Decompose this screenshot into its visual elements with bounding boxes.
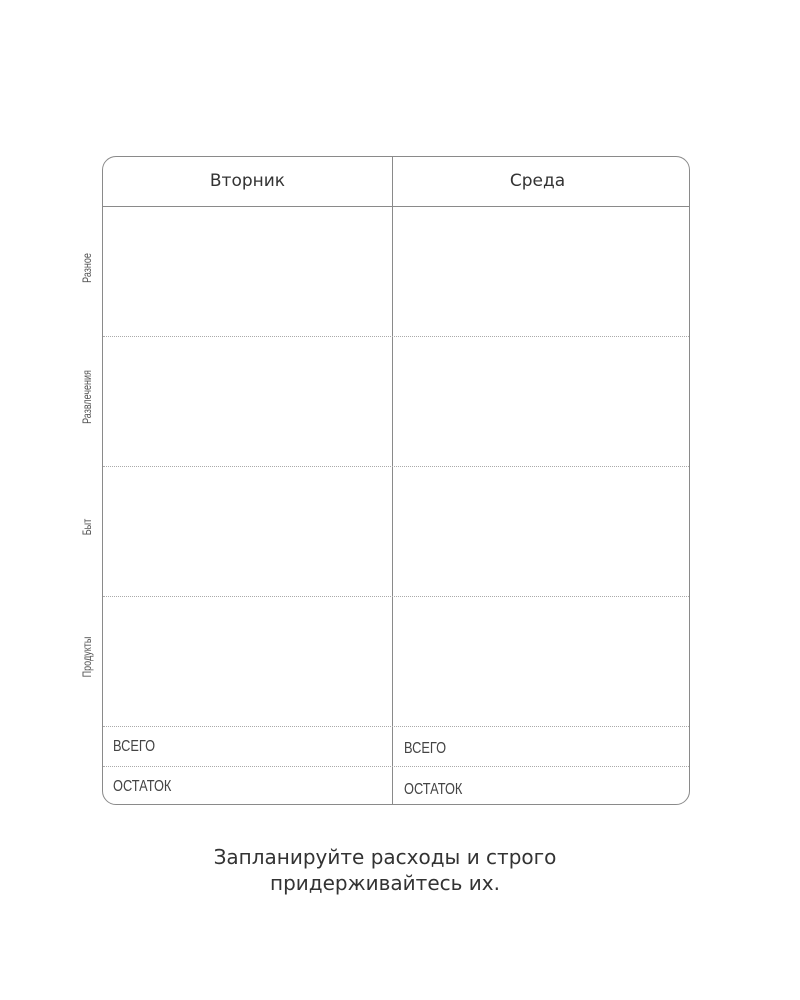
category-label-household: Быт [80,518,94,536]
column-divider [392,157,393,804]
column-header-wednesday: Среда [509,171,566,191]
row-divider [103,726,689,727]
column-header-tuesday: Вторник [209,171,286,191]
row-divider [103,596,689,597]
remainder-label-tuesday: ОСТАТОК [113,778,172,795]
caption: Запланируйте расходы и строго придержива… [0,844,770,896]
category-label-misc: Разное [80,253,94,283]
row-divider [103,336,689,337]
total-label-tuesday: ВСЕГО [113,738,156,755]
caption-line-1: Запланируйте расходы и строго [213,845,557,869]
budget-table: Вторник Среда ВСЕГО ВСЕГО ОСТАТОК ОСТАТО… [102,156,690,805]
remainder-label-wednesday: ОСТАТОК [404,781,463,798]
row-divider [103,766,689,767]
total-label-wednesday: ВСЕГО [404,740,447,757]
header-divider [103,206,689,207]
category-label-groceries: Продукты [80,636,94,678]
caption-line-2: придерживайтесь их. [270,871,500,895]
category-label-entertainment: Развлечения [80,370,94,424]
row-divider [103,466,689,467]
